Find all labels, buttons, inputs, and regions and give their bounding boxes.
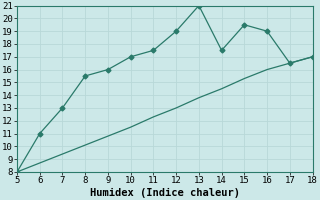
X-axis label: Humidex (Indice chaleur): Humidex (Indice chaleur) <box>90 188 240 198</box>
